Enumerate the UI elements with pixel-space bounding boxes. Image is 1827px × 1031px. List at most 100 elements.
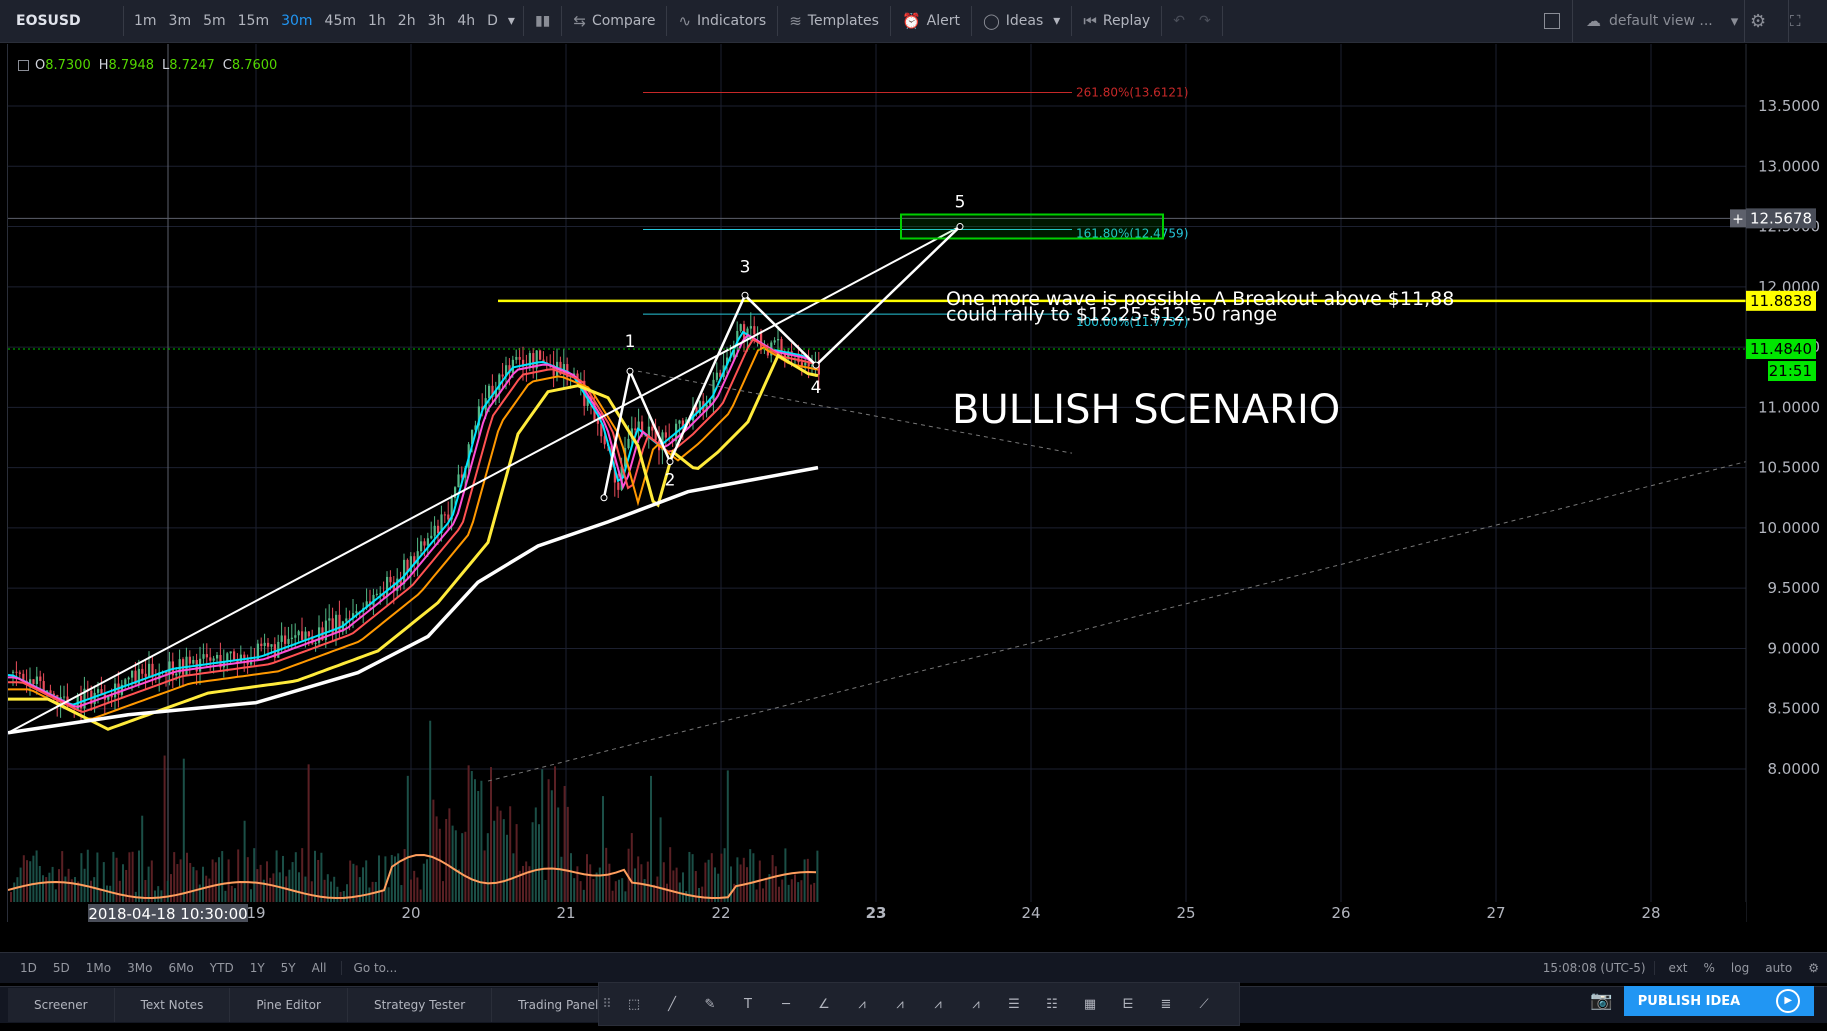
elliott-impulse-tool[interactable]: ⩘ [919, 984, 957, 1024]
axis-opt-auto[interactable]: auto [1765, 961, 1793, 975]
tab-pine-editor[interactable]: Pine Editor [230, 988, 348, 1022]
horizontal-line-tool[interactable]: ─ [767, 984, 805, 1024]
candle-body [535, 350, 538, 369]
interval-30m[interactable]: 30m [281, 13, 313, 29]
volume-bar [336, 886, 339, 902]
volume-bar [387, 887, 390, 902]
volume-bar [538, 824, 540, 902]
publish-idea-button[interactable]: PUBLISH IDEA ▶ [1624, 986, 1814, 1016]
layout-button[interactable] [1544, 0, 1560, 42]
interval-4h[interactable]: 4h [457, 13, 476, 29]
snapshot-button[interactable]: 📷 [1590, 990, 1612, 1011]
interval-3m[interactable]: 3m [168, 13, 192, 29]
abc-correction-tool[interactable]: ⩘ [957, 984, 995, 1024]
candle-body [209, 657, 212, 661]
gear-icon: ⚙ [1808, 961, 1819, 975]
templates-button[interactable]: ≋ Templates [782, 0, 886, 42]
tab-strategy-tester[interactable]: Strategy Tester [347, 988, 493, 1022]
select-rect-tool[interactable]: ⬚ [615, 984, 653, 1024]
range-1d[interactable]: 1D [20, 961, 37, 975]
replay-button[interactable]: ⏮ Replay [1076, 0, 1157, 42]
chart-style-button[interactable]: ▮▮ [528, 0, 557, 42]
candle-body [219, 654, 222, 668]
pitchfork-tool[interactable]: ☷ [1033, 984, 1071, 1024]
range-ytd[interactable]: YTD [209, 961, 234, 975]
fib-retracement-tool[interactable]: ☰ [995, 984, 1033, 1024]
candle-body [338, 614, 341, 632]
axis-opt-ext[interactable]: ext [1668, 961, 1688, 975]
gann-box-tool[interactable]: ▦ [1071, 984, 1109, 1024]
text-tool[interactable]: T [729, 984, 767, 1024]
volume-bar [534, 807, 537, 902]
volume-bar [384, 856, 387, 902]
chart-pane[interactable]: 261.80%(13.6121) 161.80%(12.4759) 100.00%(… [7, 44, 1827, 922]
candle-body [399, 578, 402, 585]
range-all[interactable]: All [311, 961, 327, 975]
tab-screener[interactable]: Screener [8, 988, 115, 1022]
range-5y[interactable]: 5Y [280, 961, 296, 975]
volume-bar [749, 849, 752, 902]
crosshair-price-tag-bg [1746, 208, 1816, 229]
volume-bar [275, 850, 278, 902]
candle-body [151, 663, 154, 678]
redo-button[interactable]: ↷ [1198, 13, 1211, 29]
undo-button[interactable]: ↶ [1173, 13, 1185, 29]
indicators-button[interactable]: ∿ Indicators [671, 0, 773, 42]
ideas-button[interactable]: ◯ Ideas ▾ [976, 0, 1067, 42]
range-3mo[interactable]: 3Mo [127, 961, 153, 975]
volume-bar [365, 860, 368, 902]
range-1y[interactable]: 1Y [249, 961, 265, 975]
tab-text-notes[interactable]: Text Notes [114, 988, 231, 1022]
interval-D[interactable]: D [487, 13, 498, 29]
compare-button[interactable]: ⇆ Compare [566, 0, 662, 42]
wxy-pattern-tool[interactable]: ⩘ [843, 984, 881, 1024]
settings-button[interactable]: ⚙ [1750, 0, 1770, 42]
volume-bar [192, 866, 195, 902]
goto-button[interactable]: Go to... [340, 961, 406, 975]
wxy-icon: ⩘ [858, 996, 866, 1012]
interval-45m[interactable]: 45m [324, 13, 356, 29]
volume-bar [470, 771, 473, 902]
price-chart[interactable]: 261.80%(13.6121) 161.80%(12.4759) 100.00%(… [8, 44, 1827, 922]
angle-tool[interactable]: ∠ [805, 984, 843, 1024]
brush-tool[interactable]: ✎ [691, 984, 729, 1024]
replay-icon: ⏮ [1083, 12, 1097, 30]
symbol-search[interactable]: EOSUSD [16, 13, 81, 29]
volume-bar [125, 869, 128, 902]
volume-bar [528, 866, 531, 902]
abcde-pattern-tool[interactable]: ⩘ [881, 984, 919, 1024]
drag-handle-icon[interactable]: ⠿ [602, 996, 612, 1012]
fullscreen-button[interactable]: ⛶ [1790, 0, 1810, 42]
divider [970, 6, 972, 36]
volume-bar [685, 891, 688, 902]
alert-button[interactable]: ⏰ Alert [895, 0, 967, 42]
measure-tool[interactable]: ⟋ [1185, 984, 1223, 1024]
volume-bar [112, 851, 115, 902]
high-value: 8.7948 [108, 58, 155, 73]
interval-dropdown[interactable]: ▾ [507, 13, 515, 29]
interval-15m[interactable]: 15m [237, 13, 270, 29]
interval-3h[interactable]: 3h [427, 13, 446, 29]
interval-1m[interactable]: 1m [134, 13, 157, 29]
price-tick-label: 13.0000 [1758, 157, 1820, 175]
candle-body [205, 654, 208, 658]
axis-opt-log[interactable]: log [1730, 961, 1750, 975]
range-5d[interactable]: 5D [52, 961, 70, 975]
chart-settings-button[interactable]: ⚙ [1800, 961, 1827, 975]
range-6mo[interactable]: 6Mo [168, 961, 194, 975]
parallel-channel-tool[interactable]: ≣ [1147, 984, 1185, 1024]
collapse-legend-icon[interactable] [18, 60, 29, 71]
fib-fan-tool[interactable]: ⋿ [1109, 984, 1147, 1024]
trend-line-tool[interactable]: ╱ [653, 984, 691, 1024]
range-1mo[interactable]: 1Mo [85, 961, 112, 975]
volume-bar [698, 887, 700, 902]
candle-body [739, 324, 742, 332]
interval-1h[interactable]: 1h [368, 13, 386, 29]
interval-2h[interactable]: 2h [397, 13, 416, 29]
interval-5m[interactable]: 5m [203, 13, 226, 29]
divider [777, 6, 779, 36]
candle-body [413, 556, 416, 565]
default-view-dropdown[interactable]: ☁ default view ... ▾ [1586, 0, 1738, 42]
axis-opt-percent[interactable]: % [1703, 961, 1715, 975]
volume-ma-line [8, 854, 817, 899]
